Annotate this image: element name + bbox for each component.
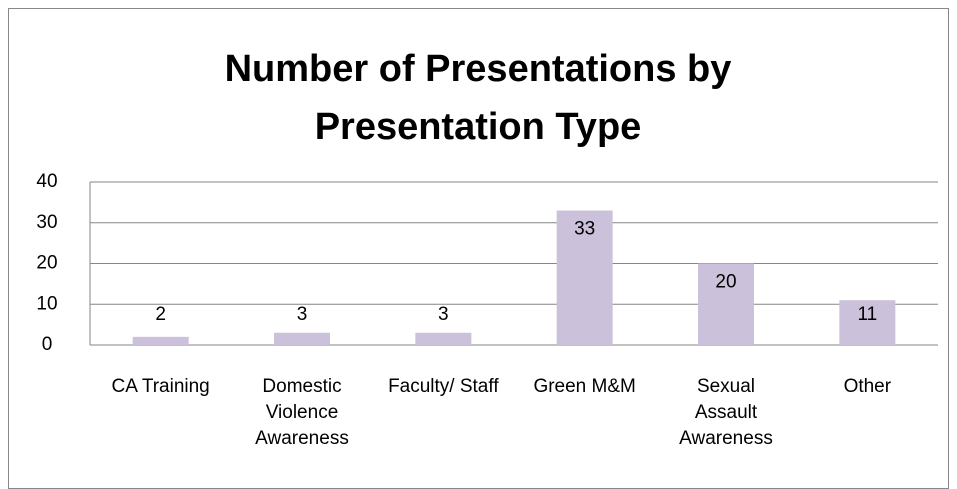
bar [698, 263, 754, 345]
x-tick-label: Green M&M [533, 376, 636, 397]
y-tick-label: 20 [36, 253, 57, 274]
y-tick-label: 0 [42, 334, 53, 355]
x-tick-label: Domestic Violence Awareness [255, 376, 349, 449]
bar [556, 210, 613, 345]
data-label: 20 [715, 272, 736, 293]
x-tick-label: Faculty/ Staff [388, 376, 499, 397]
data-label: 2 [155, 304, 166, 325]
y-tick-label: 30 [36, 212, 57, 233]
chart-title: Number of Presentations by Presentation … [224, 48, 732, 148]
bar [132, 336, 189, 345]
bar [415, 332, 472, 345]
x-tick-label: Other [843, 376, 892, 397]
x-tick-label: CA Training [111, 376, 210, 397]
data-label: 3 [297, 304, 308, 325]
y-tick-label: 10 [36, 293, 57, 314]
data-label: 3 [438, 304, 449, 325]
data-label: 33 [574, 219, 595, 240]
bar [839, 300, 896, 345]
x-tick-label: Sexual Assault Awareness [679, 376, 773, 449]
data-label: 11 [857, 304, 877, 325]
y-tick-label: 40 [36, 171, 57, 192]
bar [274, 332, 330, 345]
